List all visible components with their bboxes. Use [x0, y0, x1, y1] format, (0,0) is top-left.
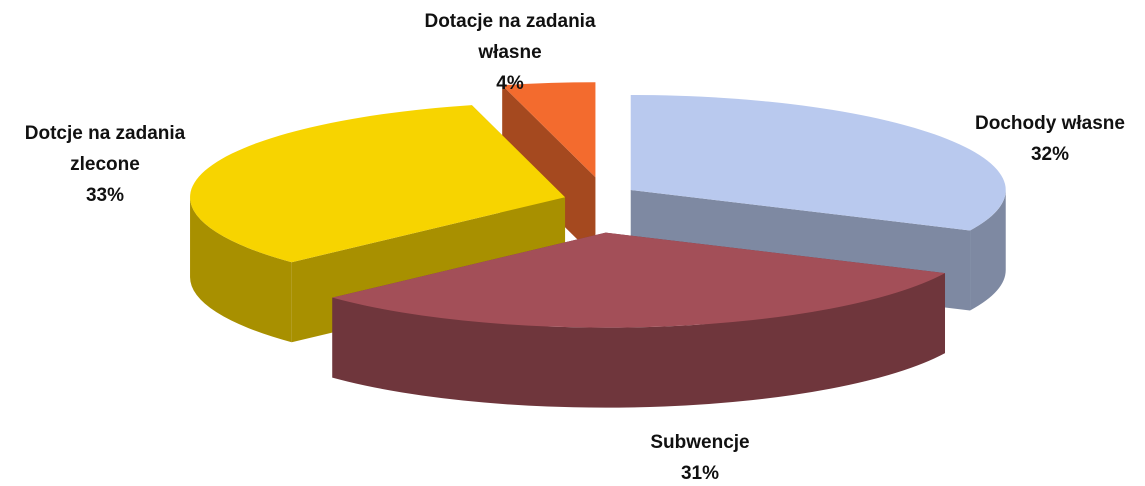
category: Dochody własne: [975, 113, 1125, 134]
slice-side: [502, 85, 596, 258]
percent: 31%: [680, 463, 720, 484]
slice-label: Dochody własne 32%: [940, 108, 1145, 170]
slice-label: Subwencje 31%: [600, 427, 800, 486]
slice: [630, 94, 1006, 231]
slice-wall: [970, 189, 1006, 311]
slice-wall: [190, 197, 292, 343]
percent: 33%: [85, 185, 125, 206]
category: Dotcje na zadania zlecone: [24, 123, 186, 175]
slice: [502, 82, 596, 178]
percent: 4%: [496, 73, 524, 94]
category: Dotacje na zadania własne: [424, 11, 596, 63]
percent: 32%: [1030, 144, 1070, 165]
slice-wall: [332, 273, 946, 408]
category: Subwencje: [650, 432, 750, 453]
slice-label: Dotcje na zadania zlecone 33%: [5, 118, 205, 211]
slice-label: Dotacje na zadania własne 4%: [410, 6, 610, 99]
slice: [332, 232, 946, 328]
slice: [190, 105, 566, 263]
